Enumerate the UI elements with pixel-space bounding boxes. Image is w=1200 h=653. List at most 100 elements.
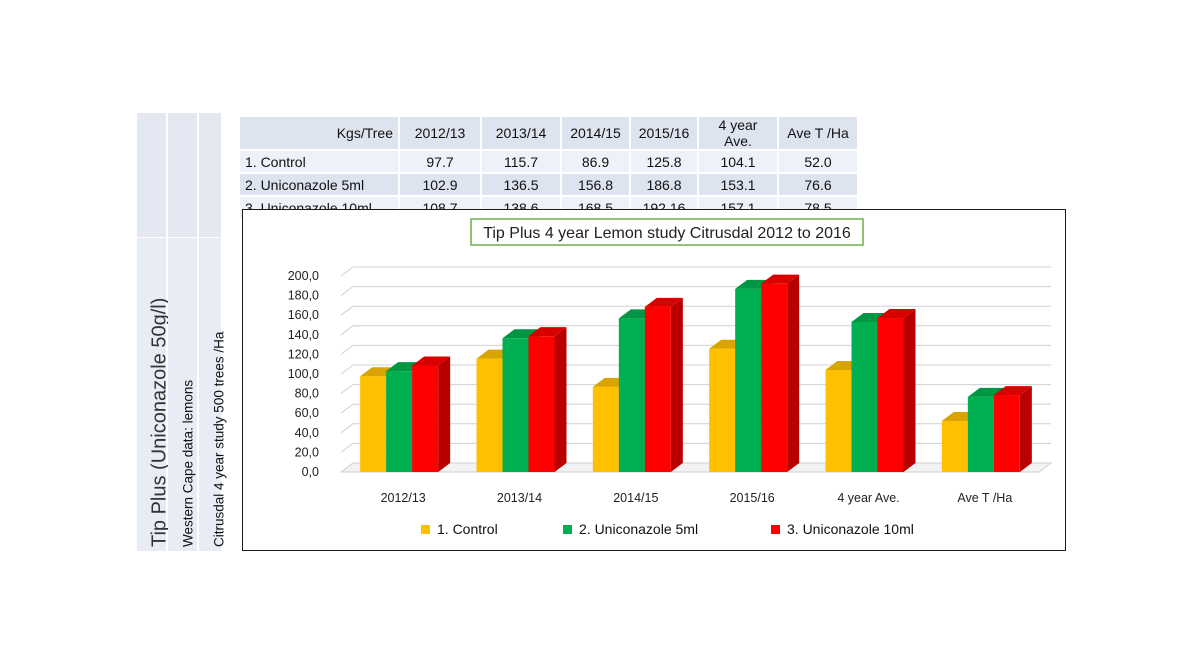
bar-front	[735, 288, 762, 472]
bar-layer	[360, 274, 1032, 472]
x-tick-layer: 2012/13 2013/14 2014/15 2015/16 4 year Ave. A…	[381, 491, 1013, 505]
table-header-cell: 2014/15	[561, 117, 631, 151]
bar-side	[787, 274, 800, 472]
bar	[993, 386, 1032, 472]
chart-title-box	[470, 218, 864, 246]
bar-side	[670, 297, 683, 472]
bar-front	[360, 376, 387, 472]
chart-title: Tip Plus 4 year Lemon study Citrusdal 20…	[483, 225, 851, 242]
bar-front	[967, 396, 994, 472]
bar-top	[644, 297, 683, 307]
y-tick-label: 60,0	[295, 406, 319, 420]
gridline-depth	[340, 266, 354, 277]
bar-front	[476, 358, 503, 472]
table-cell: 86.9	[561, 150, 631, 174]
bar-front	[993, 395, 1020, 472]
gridline-depth	[340, 423, 354, 434]
table-row: 1. Control 97.7 115.7 86.9 125.8 104.1 5…	[240, 150, 859, 174]
bar-top	[412, 356, 451, 366]
bar-top	[877, 309, 916, 319]
y-tick-label: 0,0	[302, 465, 319, 479]
table-row: 2. Uniconazole 5ml 102.9 136.5 156.8 186…	[240, 173, 859, 197]
gridline-depth	[340, 364, 354, 375]
x-tick-label: 2013/14	[497, 491, 542, 505]
bar-front	[618, 318, 645, 472]
table-cell: 115.7	[481, 150, 562, 174]
table-header-cell: 2012/13	[399, 117, 482, 151]
gridline-depth	[340, 344, 354, 355]
yield-table: Kgs/Tree 2012/13 2013/14 2014/15 2015/16…	[240, 117, 859, 220]
side-column-study: Citrusdal 4 year study 500 trees /Ha	[199, 113, 227, 551]
legend-item: 3. Uniconazole 10ml	[771, 521, 914, 537]
y-tick-label: 20,0	[295, 445, 319, 459]
table-cell: 52.0	[778, 150, 859, 174]
legend-item: 1. Control	[421, 521, 498, 537]
y-tick-label: 40,0	[295, 426, 319, 440]
row-label: 2. Uniconazole 5ml	[240, 173, 400, 197]
bar-top	[761, 274, 800, 284]
y-tick-label: 140,0	[288, 328, 319, 342]
legend: 1. Control 2. Uniconazole 5ml 3. Uniconazo…	[421, 521, 914, 537]
table-header-cell: 4 year Ave.	[698, 117, 779, 151]
legend-label: 2. Uniconazole 5ml	[579, 521, 698, 537]
x-tick-label: Ave T /Ha	[957, 491, 1012, 505]
chart-panel: Tip Plus 4 year Lemon study Citrusdal 20…	[242, 209, 1066, 551]
study-label: Citrusdal 4 year study 500 trees /Ha	[211, 331, 227, 547]
table-cell: 76.6	[778, 173, 859, 197]
table-header-row: Kgs/Tree 2012/13 2013/14 2014/15 2015/16…	[240, 117, 859, 151]
x-tick-label: 2012/13	[381, 491, 426, 505]
bar-front	[761, 283, 788, 472]
bar-front	[941, 421, 968, 472]
bar-front	[851, 321, 878, 472]
gridline-depth	[340, 403, 354, 414]
table-cell: 186.8	[630, 173, 699, 197]
gridline-depth	[340, 442, 354, 453]
x-tick-label: 2014/15	[613, 491, 658, 505]
bar-front	[386, 371, 413, 472]
table-header-cell: 2015/16	[630, 117, 699, 151]
bar-front	[709, 348, 736, 472]
legend-swatch	[421, 525, 430, 534]
table-cell: 156.8	[561, 173, 631, 197]
bar-top	[528, 327, 567, 337]
table-header-cell: Ave T /Ha	[778, 117, 859, 151]
table-cell: 102.9	[399, 173, 482, 197]
bar-front	[412, 365, 439, 472]
bar	[644, 297, 683, 472]
y-tick-label: 120,0	[288, 347, 319, 361]
bar-side	[554, 327, 567, 472]
x-tick-label: 2015/16	[730, 491, 775, 505]
side-column-product: Tip Plus (Uniconazole 50g/l)	[137, 113, 171, 551]
table-header-label: Kgs/Tree	[240, 117, 400, 151]
gridline-depth	[340, 286, 354, 296]
region-label: Western Cape data: lemons	[180, 379, 196, 547]
y-tick-layer: 0,0 20,0 40,0 60,0 80,0 100,0 120,0 140,0 160,0 1…	[288, 269, 319, 479]
bar	[412, 356, 451, 472]
table-cell: 104.1	[698, 150, 779, 174]
table-header-cell: 2013/14	[481, 117, 562, 151]
row-label: 1. Control	[240, 150, 400, 174]
y-tick-label: 80,0	[295, 387, 319, 401]
bar-chart: Tip Plus 4 year Lemon study Citrusdal 20…	[288, 218, 1053, 537]
table-cell: 97.7	[399, 150, 482, 174]
side-column-region: Western Cape data: lemons	[168, 113, 198, 551]
bar	[528, 327, 567, 472]
y-tick-label: 160,0	[288, 308, 319, 322]
bar-side	[903, 309, 916, 472]
bar-front	[502, 338, 529, 472]
bar-front	[592, 386, 619, 472]
bar-front	[825, 369, 852, 472]
bar-front	[528, 336, 555, 472]
legend-label: 3. Uniconazole 10ml	[787, 521, 914, 537]
legend-item: 2. Uniconazole 5ml	[563, 521, 698, 537]
y-tick-label: 100,0	[288, 367, 319, 381]
legend-label: 1. Control	[437, 521, 498, 537]
y-tick-label: 200,0	[288, 269, 319, 283]
bar	[761, 274, 800, 472]
table-cell: 153.1	[698, 173, 779, 197]
bar-side	[438, 356, 451, 472]
gridline-depth	[340, 384, 354, 395]
legend-swatch	[771, 525, 780, 534]
bar-front	[644, 306, 671, 472]
x-tick-label: 4 year Ave.	[837, 491, 899, 505]
